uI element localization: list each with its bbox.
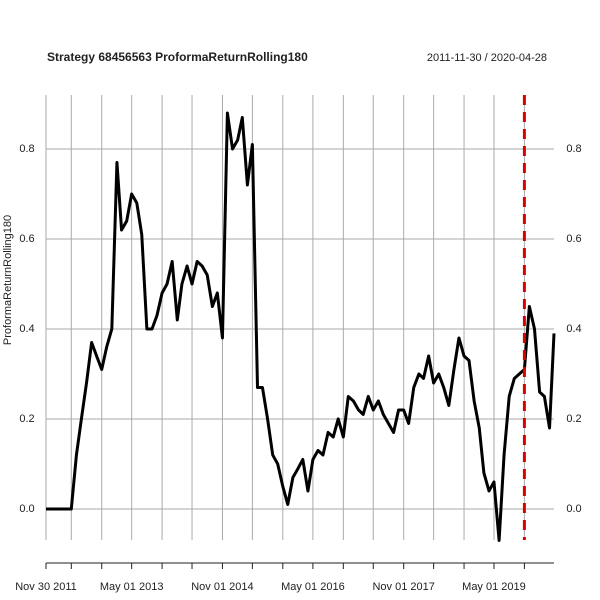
y-tick-label: 0.4	[19, 323, 34, 335]
x-tick-label: Nov 01 2017	[372, 581, 434, 593]
date-range: 2011-11-30 / 2020-04-28	[427, 52, 547, 64]
y-tick-label-right: 0.4	[566, 323, 581, 335]
x-tick-label: May 01 2013	[100, 581, 164, 593]
x-tick-label: Nov 01 2014	[191, 581, 253, 593]
y-tick-label-right: 0.6	[566, 233, 581, 245]
x-tick-label: May 01 2016	[281, 581, 345, 593]
data-line	[46, 111, 556, 542]
y-tick-label-right: 0.0	[566, 503, 581, 515]
y-tick-label: 0.2	[19, 413, 34, 425]
y-tick-label: 0.8	[19, 143, 34, 155]
y-tick-label-right: 0.2	[566, 413, 581, 425]
x-tick-label: Nov 30 2011	[15, 581, 77, 593]
chart-title: Strategy 68456563 ProformaReturnRolling1…	[47, 50, 308, 64]
y-tick-label: 0.0	[19, 503, 34, 515]
y-tick-label-right: 0.8	[566, 143, 581, 155]
x-tick-label: May 01 2019	[462, 581, 526, 593]
y-axis-label: ProformaReturnRolling180	[2, 215, 14, 345]
y-tick-label: 0.6	[19, 233, 34, 245]
